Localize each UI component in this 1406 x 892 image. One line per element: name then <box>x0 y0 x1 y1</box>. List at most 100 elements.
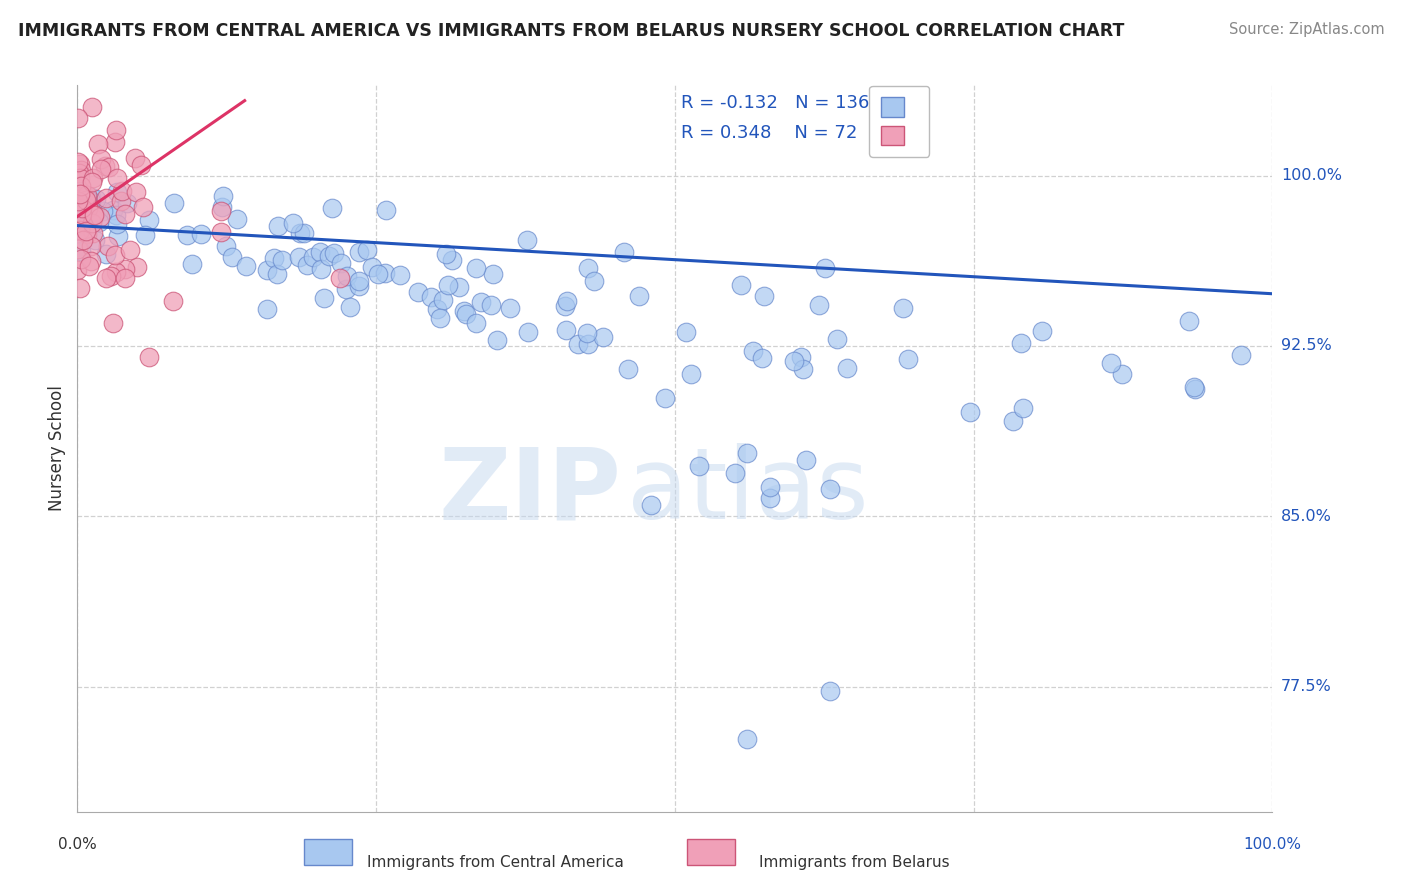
Point <box>114 270 136 285</box>
Point <box>434 247 457 261</box>
Point <box>132 200 155 214</box>
Point <box>675 325 697 339</box>
Point <box>77 198 100 212</box>
Text: 100.0%: 100.0% <box>1243 837 1302 852</box>
Point <box>70 252 93 266</box>
Point <box>114 207 136 221</box>
Point <box>640 498 662 512</box>
Point <box>94 191 117 205</box>
Point <box>77 198 100 212</box>
Text: R = -0.132   N = 136: R = -0.132 N = 136 <box>681 94 869 112</box>
Point <box>104 135 127 149</box>
Point <box>271 252 294 267</box>
Point <box>482 267 505 281</box>
Point <box>86 137 108 152</box>
Point <box>69 186 91 201</box>
FancyBboxPatch shape <box>304 838 353 864</box>
Point <box>323 245 346 260</box>
Point <box>70 179 93 194</box>
Point <box>447 280 470 294</box>
Point <box>617 362 640 376</box>
Point <box>959 405 981 419</box>
Point <box>120 243 142 257</box>
Point <box>290 227 312 241</box>
Point <box>295 258 318 272</box>
Point <box>1002 414 1025 428</box>
Point <box>94 247 117 261</box>
Point <box>336 268 359 283</box>
Point <box>181 258 204 272</box>
Point <box>93 159 115 173</box>
Point <box>814 260 837 275</box>
Point <box>103 316 124 330</box>
Point <box>104 123 127 137</box>
Point <box>76 227 98 242</box>
Point <box>335 282 357 296</box>
Point <box>318 248 340 262</box>
Point <box>110 184 132 198</box>
Point <box>226 211 249 226</box>
Point <box>256 262 278 277</box>
Point <box>516 233 538 247</box>
Legend: , : , <box>869 86 929 157</box>
Point <box>72 201 94 215</box>
Point <box>162 293 184 308</box>
Point <box>93 204 115 219</box>
Point <box>479 298 502 312</box>
Point <box>211 200 233 214</box>
Point <box>825 332 848 346</box>
Point <box>75 196 97 211</box>
Point <box>79 194 101 209</box>
Point <box>294 227 316 241</box>
Point <box>100 269 122 284</box>
Point <box>453 303 475 318</box>
Point <box>89 210 111 224</box>
Text: 100.0%: 100.0% <box>1281 168 1341 183</box>
Point <box>465 260 488 275</box>
Point <box>349 245 371 260</box>
Point <box>76 191 98 205</box>
Point <box>69 223 91 237</box>
Point <box>90 161 112 176</box>
Text: Source: ZipAtlas.com: Source: ZipAtlas.com <box>1229 22 1385 37</box>
Point <box>389 268 412 282</box>
Point <box>72 186 94 200</box>
Point <box>302 250 325 264</box>
Point <box>735 732 758 747</box>
Point <box>70 207 93 221</box>
Y-axis label: Nursery School: Nursery School <box>48 385 66 511</box>
Point <box>751 351 773 366</box>
Point <box>432 293 454 307</box>
Point <box>82 170 104 185</box>
Point <box>724 467 747 481</box>
Point <box>891 301 914 315</box>
Point <box>69 162 91 177</box>
Point <box>464 317 486 331</box>
Point <box>266 268 288 282</box>
Point <box>576 337 599 351</box>
Point <box>266 219 288 233</box>
Point <box>408 285 430 300</box>
Point <box>367 267 389 281</box>
Point <box>163 196 186 211</box>
Point <box>129 158 152 172</box>
Point <box>66 214 89 228</box>
Point <box>104 248 127 262</box>
Point <box>82 226 104 240</box>
Point <box>67 227 90 242</box>
Point <box>70 216 93 230</box>
Point <box>75 224 97 238</box>
Point <box>796 452 818 467</box>
Point <box>66 111 89 125</box>
Point <box>419 290 441 304</box>
Point <box>72 233 94 247</box>
Point <box>374 202 396 217</box>
Point <box>215 239 238 253</box>
Point <box>498 301 520 315</box>
Point <box>1099 356 1122 370</box>
Point <box>87 215 110 229</box>
Point <box>107 228 129 243</box>
Point <box>741 343 763 358</box>
Point <box>105 208 128 222</box>
Point <box>221 250 243 264</box>
